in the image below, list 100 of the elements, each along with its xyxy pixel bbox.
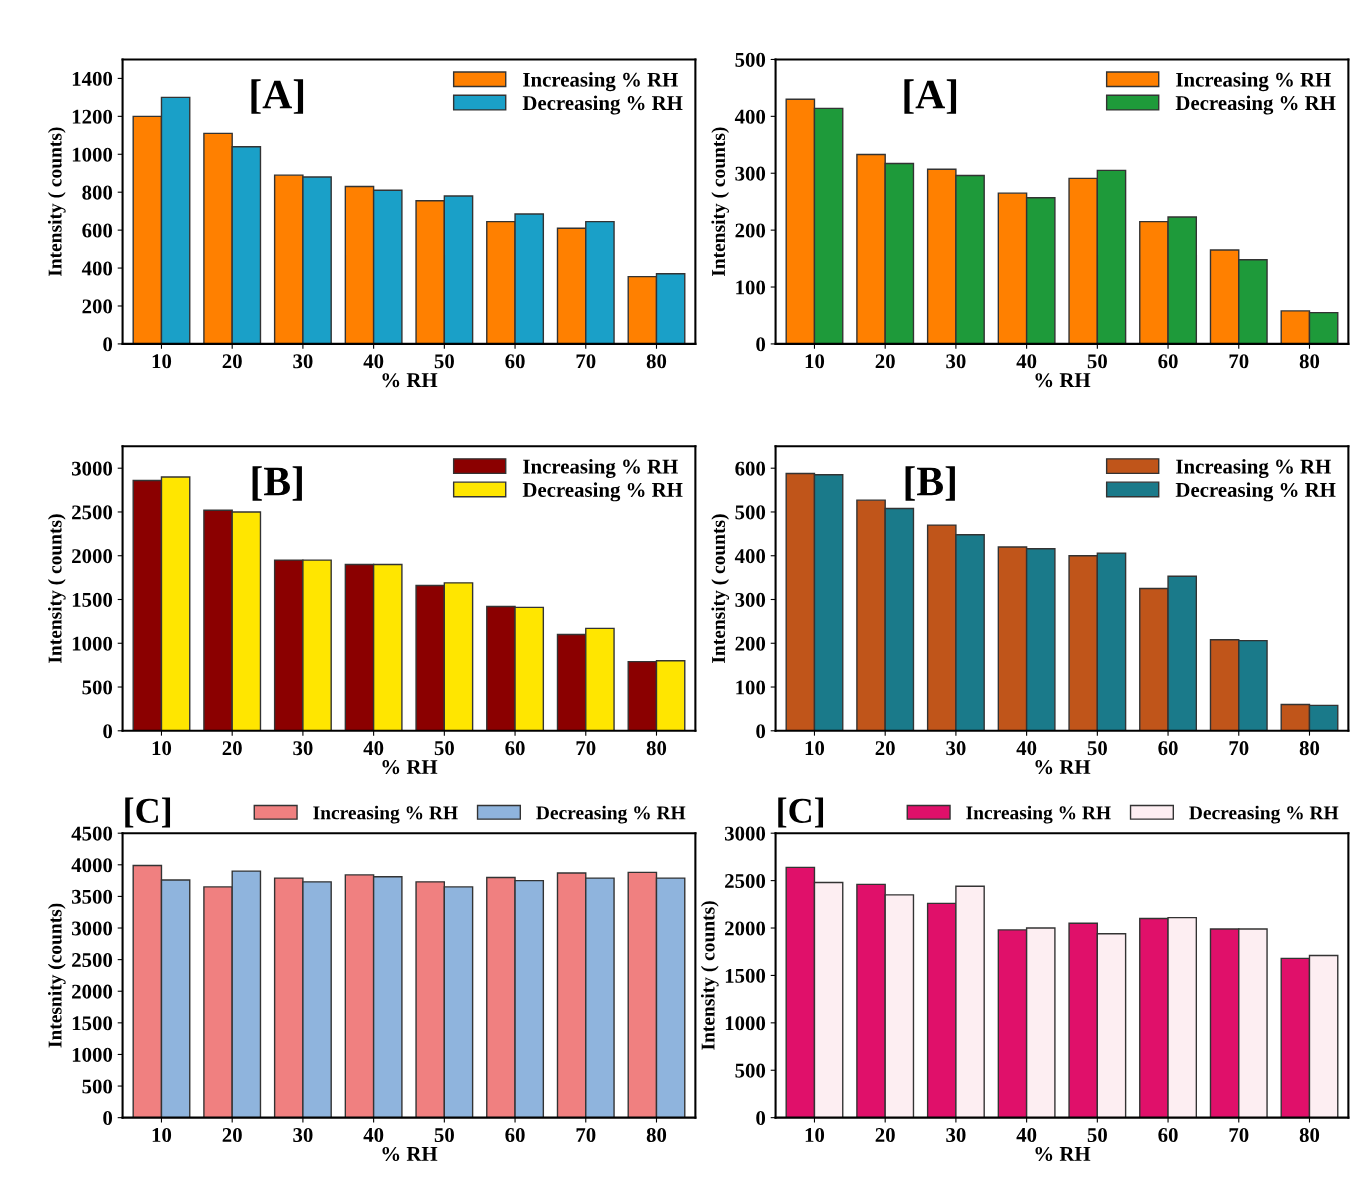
y-tick-label: 0 <box>103 337 113 352</box>
text: [C] <box>778 797 824 828</box>
y-axis-title: Intensity ( counts) <box>700 901 719 1050</box>
y-tick-label: 400 <box>734 109 766 124</box>
x-axis-title: % RH <box>382 760 438 775</box>
x-tick-label: 60 <box>1158 354 1178 369</box>
legend-label: Increasing % RH <box>966 805 1111 824</box>
x-tick-label: 70 <box>576 354 596 369</box>
y-tick-label: 1500 <box>72 1016 113 1031</box>
annotation: [B] <box>905 466 955 501</box>
x-tick-label: 50 <box>434 1127 454 1143</box>
y-axis-title: Intensity ( counts) <box>711 514 730 663</box>
y-tick-label: 400 <box>734 549 766 564</box>
y-tick-label: 1000 <box>725 1016 766 1031</box>
x-tick-label: 20 <box>875 354 895 369</box>
y-axis-title: Intensity ( counts) <box>47 127 66 277</box>
x-tick-label: 30 <box>946 741 966 756</box>
y-tick-label: 2500 <box>725 873 766 889</box>
x-tick-label: 50 <box>1087 741 1107 756</box>
legend-label: Decreasing % RH <box>1175 482 1336 502</box>
legend-label: Decreasing % RH <box>522 95 683 115</box>
y-tick-label: 3500 <box>71 889 113 904</box>
y-tick-label: 2000 <box>725 921 766 936</box>
x-tick-label: 60 <box>505 354 525 369</box>
y-axis-title: Intesnity (counts) <box>47 903 66 1048</box>
x-tick-label: 80 <box>1299 354 1320 369</box>
y-tick-label: 4000 <box>71 858 113 873</box>
y-tick-label: 600 <box>735 461 766 476</box>
x-axis-title: % RH <box>1035 373 1091 388</box>
legend-label: Increasing % RH <box>523 72 678 92</box>
y-tick-label: 400 <box>81 261 113 276</box>
y-tick-label: 1500 <box>725 968 766 983</box>
x-tick-label: 20 <box>875 741 895 756</box>
y-axis-title: Intensity ( counts) <box>711 127 730 277</box>
y-tick-label: 0 <box>756 1111 766 1126</box>
y-tick-label: 500 <box>735 1063 766 1078</box>
annotation: [B] <box>252 466 302 501</box>
x-tick-label: 30 <box>293 741 313 756</box>
x-tick-label: 10 <box>152 741 172 756</box>
legend-label: Decreasing % RH <box>1175 95 1336 115</box>
y-tick-label: 100 <box>736 280 766 295</box>
x-tick-label: 20 <box>222 354 242 369</box>
legend-label: Decreasing % RH <box>522 482 683 502</box>
y-tick-label: 2500 <box>72 505 113 520</box>
y-tick-label: 200 <box>735 223 766 238</box>
y-tick-label: 2000 <box>72 984 113 999</box>
y-tick-label: 0 <box>756 724 766 739</box>
y-tick-label: 500 <box>82 1079 113 1094</box>
y-tick-label: 500 <box>82 680 113 695</box>
annotation: [A] <box>251 79 304 114</box>
y-tick-label: 600 <box>82 223 113 238</box>
y-tick-label: 1400 <box>72 71 113 86</box>
x-tick-label: 60 <box>1158 741 1178 756</box>
y-tick-label: 2000 <box>72 549 113 564</box>
x-tick-label: 40 <box>1016 354 1037 369</box>
y-tick-label: 1000 <box>72 147 113 162</box>
x-tick-label: 40 <box>363 354 384 369</box>
x-axis-title: % RH <box>382 373 438 388</box>
y-tick-label: 3000 <box>71 921 113 936</box>
x-tick-label: 10 <box>152 354 172 369</box>
x-tick-label: 30 <box>293 1127 313 1143</box>
y-tick-label: 500 <box>735 505 766 520</box>
x-tick-label: 20 <box>875 1127 895 1143</box>
x-axis-title: % RH <box>1035 760 1091 775</box>
legend-label: Increasing % RH <box>1176 72 1331 92</box>
x-tick-label: 80 <box>646 354 667 369</box>
y-tick-label: 300 <box>735 166 766 181</box>
x-tick-label: 70 <box>1229 1127 1249 1143</box>
y-tick-label: 4500 <box>71 826 113 841</box>
x-tick-label: 80 <box>1299 741 1320 756</box>
y-tick-label: 3000 <box>724 826 766 841</box>
x-tick-label: 10 <box>152 1127 172 1143</box>
x-tick-label: 60 <box>505 1127 525 1143</box>
x-tick-label: 70 <box>1229 354 1249 369</box>
y-tick-label: 100 <box>736 680 766 695</box>
y-tick-label: 800 <box>82 185 113 200</box>
legend-label: Decreasing % RH <box>1189 805 1339 824</box>
x-tick-label: 30 <box>946 1127 966 1143</box>
y-tick-label: 300 <box>735 592 766 607</box>
x-tick-label: 40 <box>363 741 384 756</box>
x-tick-label: 50 <box>1087 354 1107 369</box>
x-tick-label: 80 <box>1299 1127 1320 1143</box>
y-tick-label: 200 <box>82 299 113 314</box>
x-tick-label: 20 <box>222 741 242 756</box>
legend-label: Increasing % RH <box>313 805 458 824</box>
x-tick-label: 10 <box>805 1127 825 1143</box>
x-tick-label: 40 <box>1016 741 1037 756</box>
x-tick-label: 80 <box>646 1127 667 1143</box>
x-tick-label: 40 <box>363 1127 384 1143</box>
x-tick-label: 20 <box>222 1127 242 1143</box>
annotation: [A] <box>904 79 957 114</box>
legend-label: Increasing % RH <box>523 458 678 479</box>
x-tick-label: 70 <box>576 1127 596 1143</box>
y-tick-label: 3000 <box>71 461 113 476</box>
y-tick-label: 1500 <box>72 592 113 607</box>
y-tick-label: 2500 <box>72 953 113 968</box>
y-tick-label: 0 <box>103 724 113 739</box>
y-tick-label: 200 <box>735 636 766 651</box>
x-tick-label: 30 <box>946 354 966 369</box>
x-tick-label: 50 <box>434 354 454 369</box>
